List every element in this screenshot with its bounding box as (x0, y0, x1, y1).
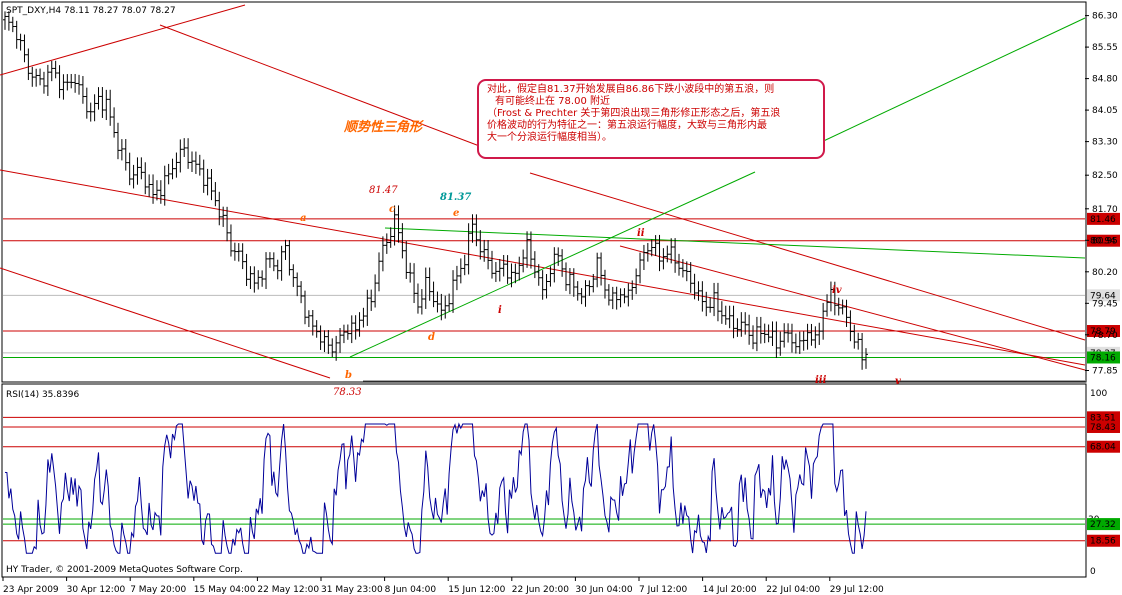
rsi-y-tick-label: 100 (1090, 389, 1107, 399)
x-tick-label: 22 Jul 04:00 (766, 585, 820, 595)
rsi-header: RSI(14) 35.8396 (6, 390, 79, 400)
x-tick-label: 14 Jul 20:00 (703, 585, 757, 595)
price-level-tag (1087, 289, 1120, 302)
rsi-line (4, 422, 867, 554)
y-tick-label: 84.80 (1092, 75, 1118, 85)
rsi-level-label: 78.43 (1090, 423, 1116, 433)
wave-label: a (300, 213, 306, 224)
y-tick-label: 77.85 (1092, 367, 1118, 377)
y-tick-label: 79.45 (1092, 299, 1118, 309)
y-tick-label: 80.20 (1092, 268, 1118, 278)
wave-label: iv (832, 285, 842, 296)
rsi-level-tag (1087, 534, 1120, 547)
x-tick-label: 8 Jun 04:00 (385, 585, 437, 595)
price-annotation: 81.37 (440, 192, 471, 203)
wave-label: d (428, 332, 435, 343)
x-tick-label: 31 May 23:00 (321, 585, 383, 595)
x-tick-label: 7 May 20:00 (130, 585, 186, 595)
x-tick-label: 22 May 12:00 (257, 585, 319, 595)
main-chart-frame (1, 1, 1087, 383)
trend-line (814, 17, 1086, 146)
trend-line (384, 227, 1086, 259)
price-level-tag (1087, 234, 1120, 247)
price-level-tag (1087, 212, 1120, 225)
wave-label: b (345, 370, 352, 381)
price-annotation: 81.47 (369, 185, 398, 196)
price-level-label: 80.94 (1090, 237, 1116, 247)
rsi-level-tag (1087, 518, 1120, 531)
price-annotation: 78.33 (333, 387, 362, 398)
note-line-4: 价格波动的行为特征之一：第五浪运行幅度，大致与三角形内最 (487, 120, 767, 131)
rsi-level-label: 83.51 (1090, 413, 1116, 423)
price-level-label: 79.64 (1090, 291, 1116, 301)
note-line-5: 大一个分浪运行幅度相当）。 (487, 132, 612, 143)
wave-label: e (453, 208, 459, 219)
trend-line (349, 171, 756, 358)
y-tick-label: 86.30 (1092, 12, 1118, 22)
triangle-title: 顺势性三角形 (343, 119, 424, 135)
x-tick-label: 29 Jul 12:00 (830, 585, 884, 595)
trend-lines (0, 4, 1086, 382)
y-tick-label: 85.55 (1092, 43, 1118, 53)
footer-credit: HY Trader, © 2001-2009 MetaQuotes Softwa… (6, 565, 243, 575)
price-level-tag (1087, 351, 1120, 364)
price-level-tag (1087, 325, 1120, 338)
price-axis: 86.30 85.55 84.80 84.05 83.30 82.50 81.70 80.95… (1085, 12, 1118, 377)
rsi-level-tag (1087, 440, 1120, 453)
wave-label: v (895, 376, 901, 387)
rsi-level-tag (1087, 411, 1120, 424)
annotation-note: 对此，假定自81.37开始发展自86.86下跌小波段中的第五浪，则 有可能终止在… (477, 79, 825, 159)
y-tick-label: 78.70 (1092, 331, 1118, 341)
trend-line (0, 169, 1086, 366)
y-tick-label: 82.50 (1092, 171, 1118, 181)
price-level-label: 78.16 (1090, 353, 1116, 363)
y-tick-label: 80.95 (1092, 236, 1118, 246)
wave-label: i (498, 305, 502, 316)
rsi-level-label: 68.04 (1090, 443, 1116, 453)
x-tick-label: 22 Jun 20:00 (512, 585, 569, 595)
price-level-label: 81.46 (1090, 215, 1116, 225)
time-axis: 23 Apr 2009 30 Apr 12:00 7 May 20:00 15 May… (2, 577, 884, 595)
trend-line (0, 267, 331, 379)
chart-header: SPT_DXY,H4 78.11 78.27 78.07 78.27 (6, 6, 176, 16)
note-line-1: 对此，假定自81.37开始发展自86.86下跌小波段中的第五浪，则 (487, 84, 775, 95)
rsi-panel-frame (1, 383, 1087, 578)
trend-line (159, 24, 491, 151)
trend-line (529, 172, 1086, 341)
price-bars (3, 11, 868, 370)
note-line-3: （Frost & Prechter 关于第四浪出现三角形修正形态之后，第五浪 (487, 108, 781, 119)
wave-label: iii (815, 375, 827, 386)
price-level-label: 78.79 (1090, 327, 1116, 337)
rsi-y-tick-label: 0 (1090, 567, 1096, 577)
trend-line (619, 245, 1086, 371)
x-tick-label: 30 Apr 12:00 (67, 585, 126, 595)
x-tick-label: 15 May 04:00 (194, 585, 256, 595)
wave-label: ii (637, 228, 645, 239)
note-line-2: 有可能终止在 78.00 附近 (495, 96, 610, 107)
wave-label: c (389, 204, 395, 215)
y-tick-label: 83.30 (1092, 138, 1118, 148)
x-tick-label: 15 Jun 12:00 (448, 585, 505, 595)
rsi-level-tag (1087, 420, 1120, 433)
y-tick-label: 84.05 (1092, 106, 1118, 116)
rsi-level-label: 27.32 (1090, 520, 1116, 530)
trend-line (0, 4, 246, 76)
x-tick-label: 7 Jul 12:00 (639, 585, 688, 595)
rsi-level-label: 18.56 (1090, 537, 1116, 547)
x-tick-label: 30 Jun 04:00 (575, 585, 632, 595)
x-tick-label: 23 Apr 2009 (3, 585, 59, 595)
y-tick-label: 81.70 (1092, 205, 1118, 215)
